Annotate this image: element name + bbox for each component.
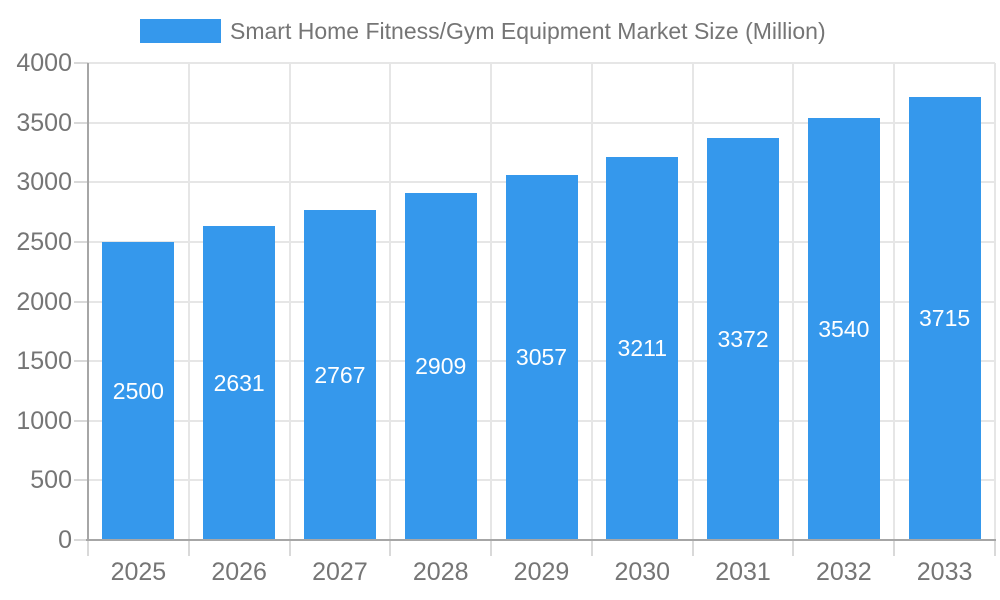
gridline-vertical (490, 63, 493, 540)
bar-value-label: 2767 (314, 361, 366, 388)
y-axis-tick (74, 121, 88, 124)
y-axis-tick-label: 3500 (16, 108, 72, 137)
x-axis-tick (691, 541, 694, 556)
bar[interactable]: 2500 (102, 242, 175, 540)
gridline-vertical (187, 63, 190, 540)
y-axis-tick-label: 500 (30, 466, 72, 495)
y-axis-tick (74, 62, 88, 64)
gridline-vertical (994, 63, 996, 540)
plot-area: 2500 2631 2767 2909 3057 3211 3372 3540 3715 (88, 62, 996, 540)
bar-value-label: 3211 (617, 335, 667, 361)
x-axis-tick (87, 541, 89, 556)
y-axis-tick-label: 2500 (16, 227, 72, 256)
x-axis-category-label: 2032 (816, 558, 872, 586)
gridline-vertical (590, 63, 593, 540)
x-axis-tick (590, 541, 593, 556)
bar[interactable]: 2767 (303, 210, 376, 540)
bar-value-label: 3372 (717, 325, 769, 352)
bar[interactable]: 3057 (505, 175, 578, 540)
bar[interactable]: 2631 (203, 226, 276, 540)
y-axis-tick-label: 1500 (16, 347, 72, 376)
bar-value-label: 3715 (919, 305, 971, 331)
y-axis-tick (74, 181, 88, 184)
y-axis-line (87, 63, 89, 540)
x-axis-tick (187, 541, 190, 556)
bar[interactable]: 2909 (404, 193, 477, 540)
gridline-horizontal (88, 62, 995, 64)
y-axis-tick (74, 539, 88, 541)
y-axis-tick-label: 4000 (16, 49, 72, 77)
gridline-vertical (288, 63, 291, 540)
gridline-vertical (389, 63, 392, 540)
bar-value-label: 2631 (213, 369, 265, 396)
x-axis-category-label: 2031 (715, 558, 771, 586)
bar-value-label: 3540 (818, 315, 870, 342)
bar[interactable]: 3540 (807, 118, 880, 540)
x-axis-category-label: 2027 (312, 558, 368, 586)
y-axis-tick (74, 300, 88, 303)
y-axis-tick-label: 1000 (16, 406, 72, 435)
bar-value-label: 2909 (415, 353, 467, 379)
legend-swatch (140, 19, 221, 43)
x-axis-category-label: 2025 (110, 558, 167, 586)
y-axis-tick (74, 360, 88, 363)
bar-value-label: 3057 (515, 344, 568, 370)
bar[interactable]: 3715 (908, 97, 981, 540)
x-axis-category-label: 2030 (614, 558, 671, 586)
bar[interactable]: 3372 (707, 138, 780, 540)
x-axis-tick (490, 541, 493, 556)
x-axis-line (86, 539, 996, 541)
legend-item[interactable]: Smart Home Fitness/Gym Equipment Market … (140, 17, 826, 45)
y-axis-tick (74, 240, 88, 243)
gridline-vertical (792, 63, 795, 540)
x-axis-category-label: 2029 (513, 558, 570, 586)
x-axis-category-label: 2033 (916, 558, 973, 586)
gridline-vertical (893, 63, 896, 540)
x-axis-tick (792, 541, 795, 556)
x-axis-category-label: 2028 (412, 558, 469, 586)
x-axis-tick (893, 541, 896, 556)
x-axis-category-label: 2026 (211, 558, 267, 586)
chart-title: Smart Home Fitness/Gym Equipment Market … (230, 17, 826, 44)
y-axis-tick-label: 0 (58, 526, 72, 554)
y-axis-tick (74, 419, 88, 422)
y-axis-tick (74, 479, 88, 482)
bar-value-label: 2500 (112, 377, 164, 404)
y-axis-tick-label: 2000 (16, 287, 72, 316)
x-axis-tick (994, 541, 996, 556)
x-axis-tick (288, 541, 291, 556)
gridline-horizontal (88, 121, 995, 124)
x-axis-tick (389, 541, 392, 556)
gridline-vertical (691, 63, 694, 540)
y-axis-tick-label: 3000 (16, 168, 72, 197)
bar[interactable]: 3211 (606, 157, 679, 540)
